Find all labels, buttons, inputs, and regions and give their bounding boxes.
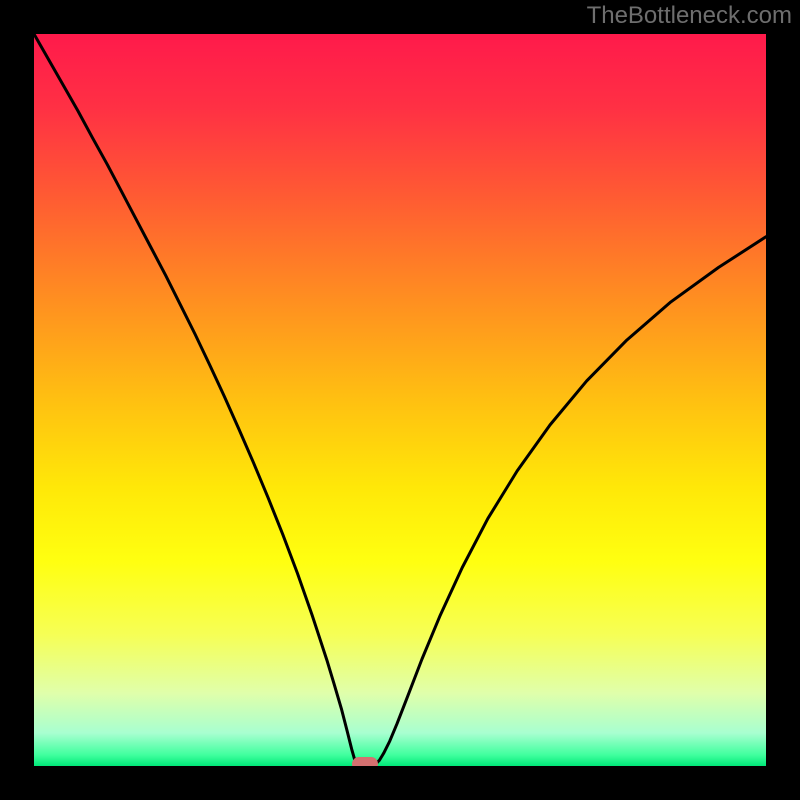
canvas: TheBottleneck.com: [0, 0, 800, 800]
plot-area: [34, 34, 766, 766]
bottleneck-curve: [34, 34, 766, 766]
watermark-text: TheBottleneck.com: [587, 2, 792, 30]
optimal-point-marker: [352, 757, 378, 766]
